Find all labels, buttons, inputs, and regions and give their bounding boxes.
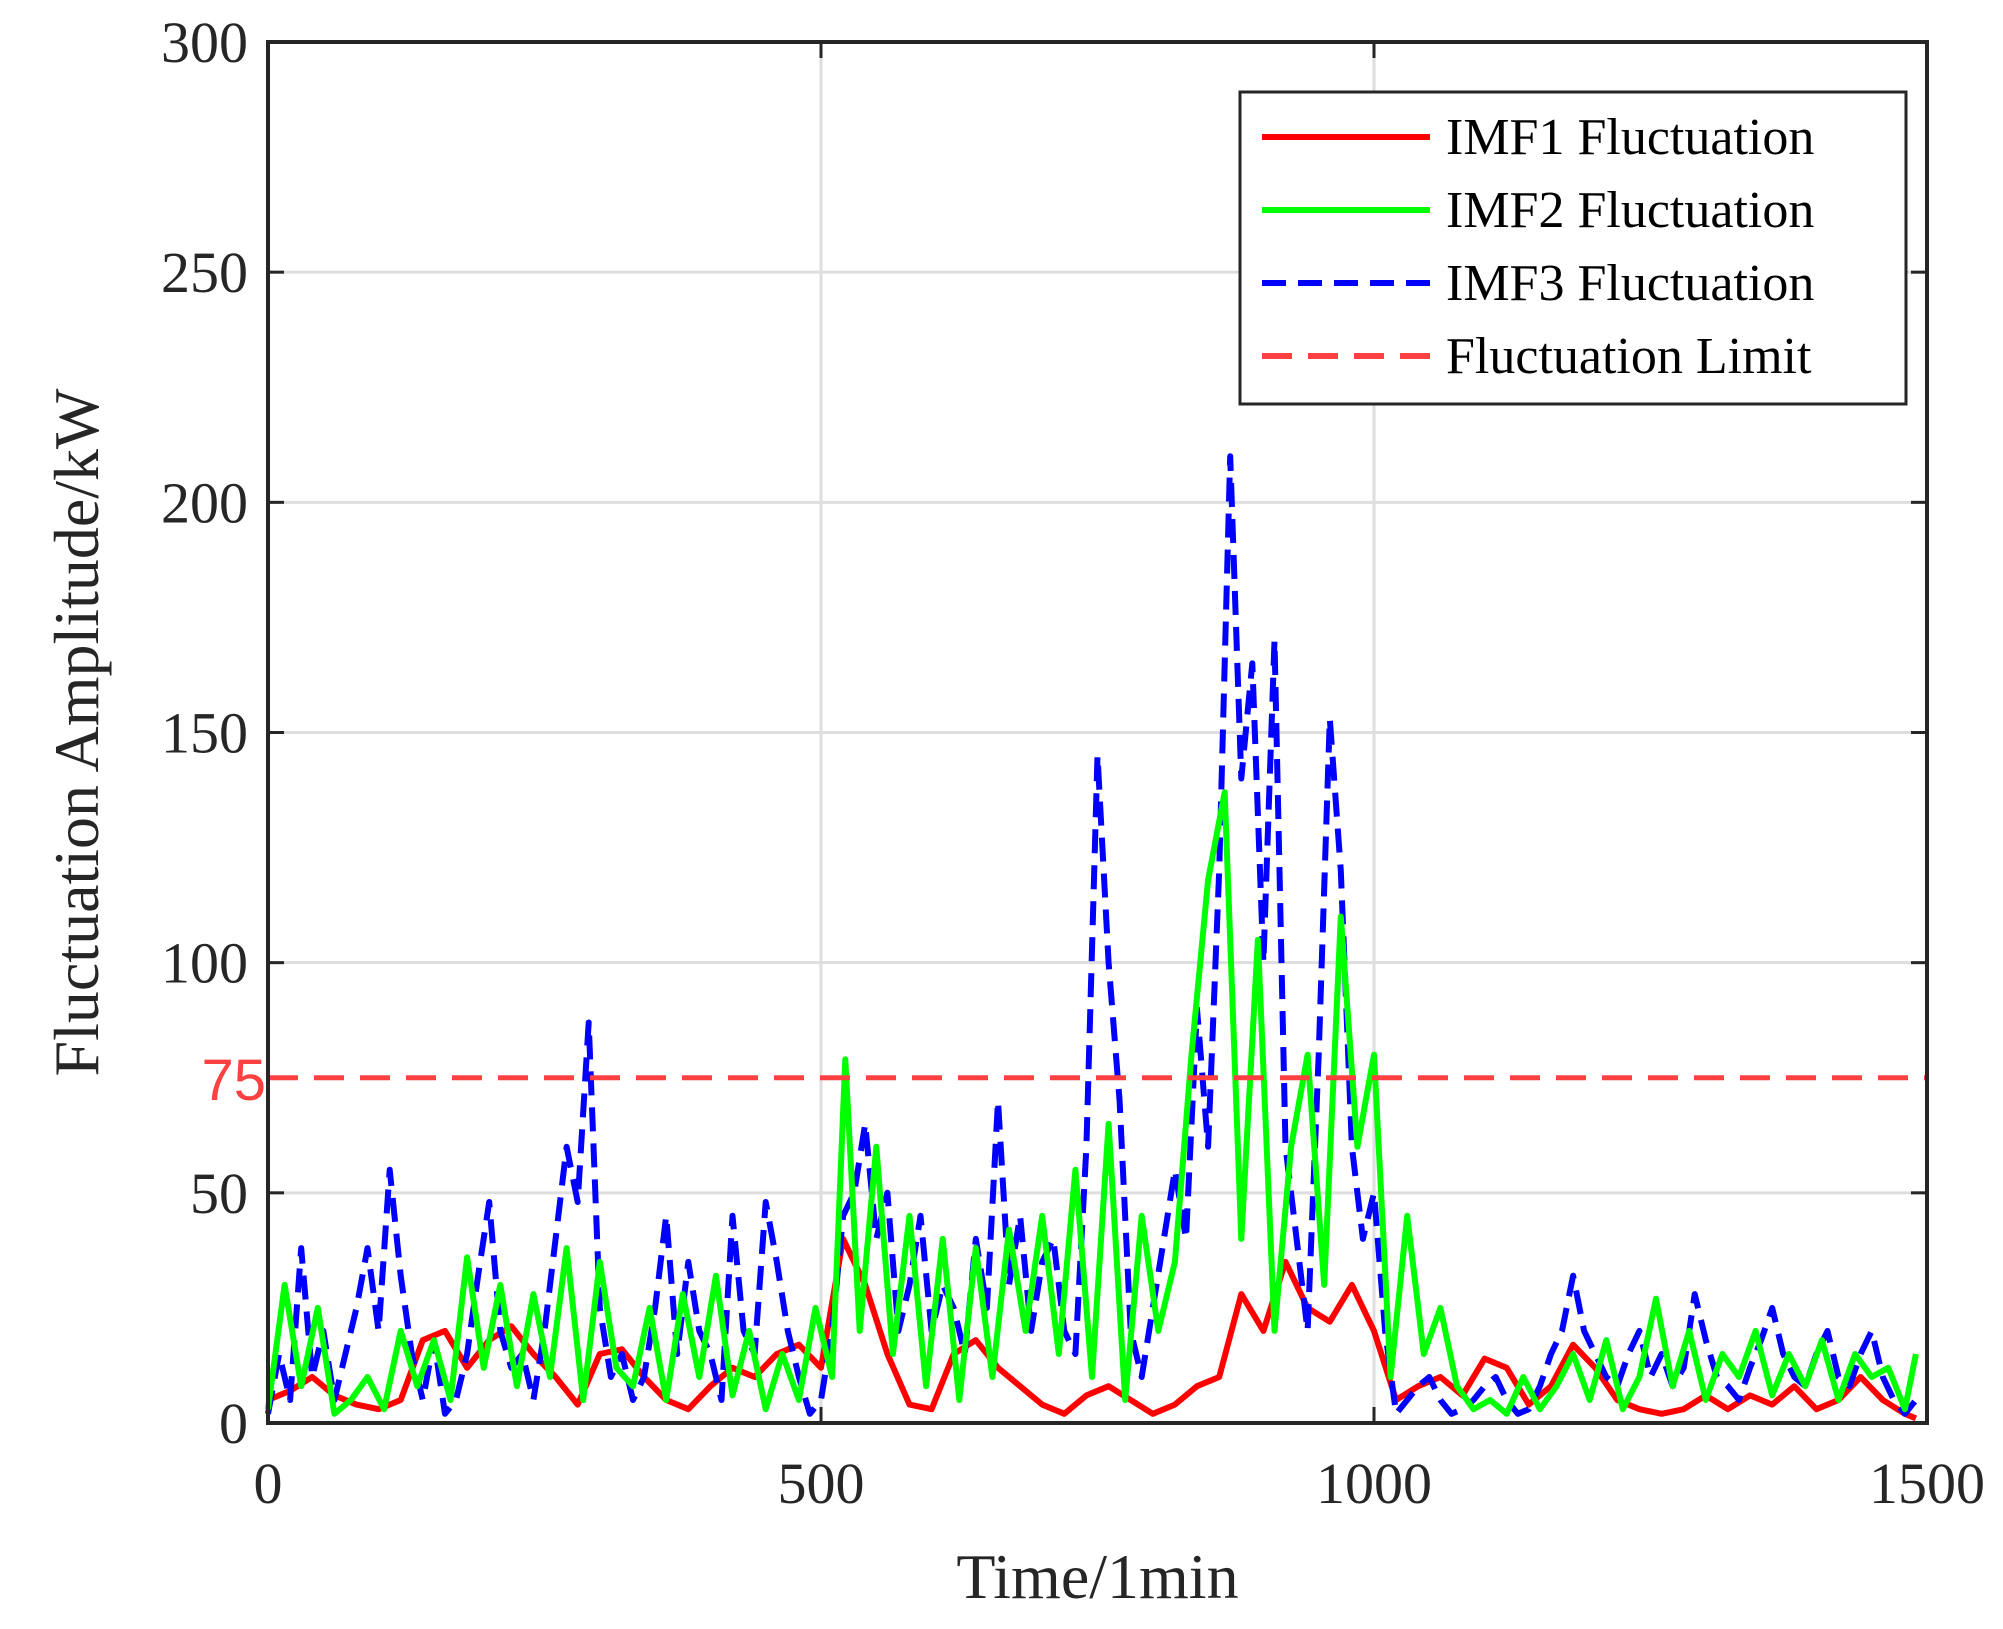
legend-label: IMF2 Fluctuation xyxy=(1446,182,1814,239)
y-tick-labels: 0 50 100 150 200 250 300 xyxy=(161,10,248,1456)
x-axis-label: Time/1min xyxy=(956,1541,1238,1612)
x-tick-labels: 0 500 1000 1500 xyxy=(254,1451,1986,1516)
x-tick-label: 1000 xyxy=(1316,1451,1432,1516)
x-tick-label: 0 xyxy=(254,1451,283,1516)
tick-marks xyxy=(266,40,1929,1425)
legend-box xyxy=(1238,90,1908,406)
imf1-fluctuation-line xyxy=(266,1235,1918,1422)
legend: IMF1 Fluctuation IMF2 Fluctuation IMF3 Flu… xyxy=(1238,90,1908,406)
plot-series xyxy=(265,453,1927,1422)
y-tick-label: 0 xyxy=(219,1391,248,1456)
y-tick-label: 150 xyxy=(161,701,248,766)
y-tick-label: 250 xyxy=(161,240,248,305)
x-tick-label: 500 xyxy=(778,1451,865,1516)
legend-label: IMF1 Fluctuation xyxy=(1446,109,1814,166)
y-tick-label: 300 xyxy=(161,10,248,75)
y-tick-label: 100 xyxy=(161,931,248,996)
legend-label: IMF3 Fluctuation xyxy=(1446,255,1814,312)
legend-label: Fluctuation Limit xyxy=(1446,328,1812,385)
y-tick-label: 200 xyxy=(161,470,248,535)
imf2-fluctuation-line xyxy=(265,789,1919,1417)
y-tick-label: 50 xyxy=(190,1161,248,1226)
limit-value-label: 75 xyxy=(201,1048,266,1113)
y-axis-label: Fluctuation Amplitude/kW xyxy=(41,388,112,1077)
x-tick-label: 1500 xyxy=(1869,1451,1985,1516)
